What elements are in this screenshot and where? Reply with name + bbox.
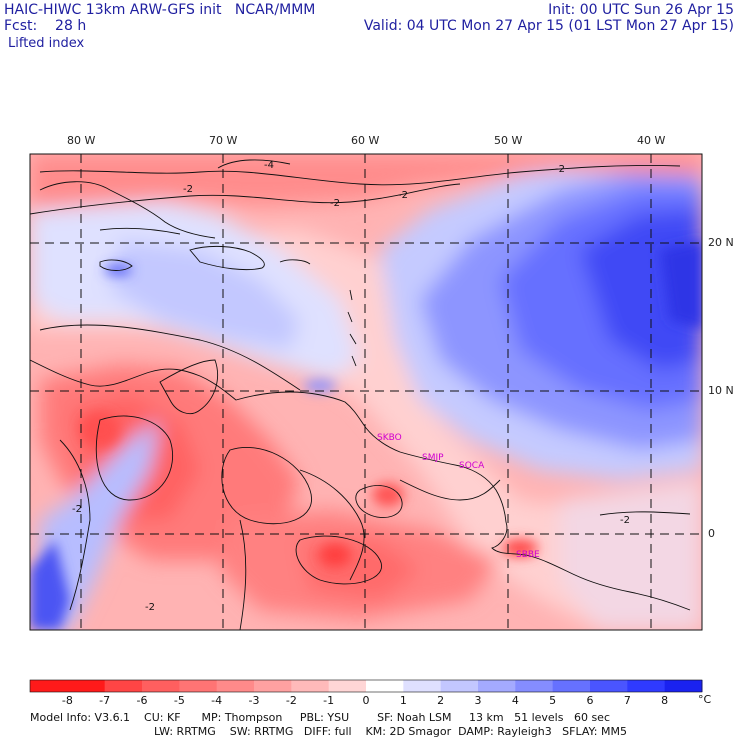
colorbar-swatch [104,680,143,692]
colorbar-tick-label: 8 [661,694,669,707]
colorbar-swatch [179,680,218,692]
colorbar-frame [29,679,703,693]
lat-label: 10 N [708,384,734,397]
colorbar [29,679,703,693]
lon-label: 40 W [637,134,666,147]
colorbar-swatch [216,680,255,692]
colorbar-swatch [403,680,442,692]
plot-frame [29,153,703,631]
contour-label: -4 [264,160,274,171]
colorbar-swatch [515,680,554,692]
lon-label: 60 W [351,134,380,147]
colorbar-swatch [366,680,404,692]
contour-label: -2 [330,198,340,209]
colorbar-swatch [664,680,703,692]
station-label: SBBE [516,550,540,560]
colorbar-tick-label: -7 [99,694,111,707]
colorbar-swatch [590,680,628,692]
colorbar-swatch [440,680,479,692]
contour-label: -2 [183,184,193,195]
model-info-line2: LW: RRTMG SW: RRTMG DIFF: full KM: 2D Sm… [154,725,627,738]
contour-label: -2 [620,515,630,526]
contour-lines [30,159,691,585]
station-label: SOCA [459,461,485,471]
colorbar-tick-label: -5 [173,694,185,707]
contour-label: -2 [72,504,82,515]
colorbar-tick-label: -6 [136,694,148,707]
colorbar-swatch [67,680,106,692]
model-title: HAIC-HIWC 13km ARW-GFS init NCAR/MMM [4,2,316,18]
colorbar-tick-label: -8 [61,694,73,707]
colorbar-unit: °C [698,693,712,706]
colorbar-tick-label: -3 [248,694,260,707]
lat-label: 20 N [708,236,734,249]
lat-label: 0 [708,527,715,540]
contour-label: -2 [398,190,408,201]
colorbar-tick-label: 6 [586,694,594,707]
colorbar-tick-label: 0 [362,694,370,707]
colorbar-swatch [478,680,516,692]
model-info-line1: Model Info: V3.6.1 CU: KF MP: Thompson P… [30,711,610,724]
colorbar-tick-label: 5 [549,694,557,707]
colorbar-tick-label: 7 [623,694,631,707]
contour-label-group: -4 -2 -2 -2 -2 -2 -2 -2 [72,160,630,613]
colorbar-tick-label: -2 [285,694,297,707]
lon-label: 50 W [494,134,523,147]
forecast-hour: Fcst: 28 h [4,18,87,34]
valid-time: Valid: 04 UTC Mon 27 Apr 15 (01 LST Mon … [363,18,734,34]
station-label: SKBO [377,433,402,443]
colorbar-swatch [627,680,666,692]
colorbar-swatch [552,680,591,692]
station-labels: SKBO SMJP SOCA SBBE [377,433,540,560]
colorbar-tick-label: -4 [211,694,223,707]
colorbar-tick-label: 4 [511,694,519,707]
lon-label: 70 W [209,134,238,147]
graticule [30,154,702,630]
shaded-field [30,154,702,630]
colorbar-tick-label: 2 [437,694,445,707]
colorbar-swatch [291,680,330,692]
contour-label: -2 [555,164,565,175]
colorbar-tick-label: 3 [474,694,482,707]
colorbar-tick-label: 1 [399,694,407,707]
colorbar-swatch [30,680,68,692]
colorbar-tick-label: -1 [323,694,335,707]
coastlines [30,181,691,630]
colorbar-swatch [142,680,180,692]
colorbar-swatch [328,680,367,692]
init-time: Init: 00 UTC Sun 26 Apr 15 [548,2,734,18]
station-label: SMJP [422,453,444,463]
colorbar-swatch [254,680,292,692]
contour-label: -2 [145,602,155,613]
lon-label: 80 W [67,134,96,147]
field-name: Lifted index [8,36,85,51]
